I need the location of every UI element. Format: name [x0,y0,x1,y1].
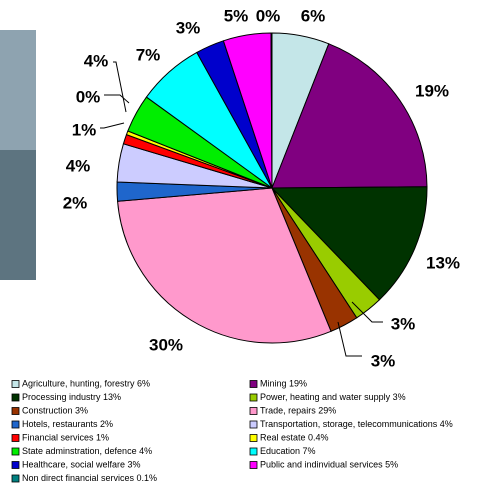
legend-label: State adminstration, defence 4% [22,446,152,456]
data-label: 6% [301,6,326,25]
legend-label: Mining 19% [260,378,307,388]
pie-slice [270,186,428,301]
legend-label: Construction 3% [22,405,88,415]
legend-swatch [249,447,258,456]
data-label: 1% [72,120,97,139]
legend-label: Real estate 0.4% [260,432,329,442]
legend-swatch [11,447,20,456]
legend-label: Processing industry 13% [22,392,121,402]
legend-swatch [11,393,20,402]
data-label: 4% [66,156,91,175]
legend-label: Healthcare, social welfare 3% [22,459,141,469]
legend-label: Power, heating and water supply 3% [260,392,406,402]
legend-label: Public and indinvidual services 5% [260,459,398,469]
background-photo [0,150,36,280]
legend-swatch [11,380,20,388]
legend-swatch [11,407,20,415]
data-label: 13% [426,253,460,272]
legend-swatch [249,434,258,442]
legend-swatch [11,420,20,429]
data-label: 3% [371,351,396,370]
pie-slice [270,32,273,189]
data-label: 2% [63,193,88,212]
pie-slice [117,187,332,344]
legend-swatch [11,434,20,442]
pie [116,32,428,344]
data-label: 30% [149,335,183,354]
data-label: 19% [415,81,449,100]
legend-label: Trade, repairs 29% [260,405,336,415]
legend-label: Hotels, restaurants 2% [22,419,113,429]
legend-swatch [249,380,258,388]
data-label: 3% [391,314,416,333]
data-label: 5% [224,6,249,25]
legend-label: Transportation, storage, telecommunicati… [260,419,453,429]
legend-swatch [11,461,20,469]
legend-swatch [249,461,258,469]
legend-label: Non direct financial services 0.1% [22,473,157,483]
pie-slice [271,43,428,189]
legend: Agriculture, hunting, forestry 6% Mining … [11,378,453,483]
legend-label: Education 7% [260,446,316,456]
data-label: 0% [256,6,281,25]
legend-label: Financial services 1% [22,432,109,442]
legend-swatch [249,420,258,429]
data-label: 7% [136,45,161,64]
leader-lines [100,61,383,357]
legend-swatch [11,474,20,483]
data-label: 4% [84,51,109,70]
data-label: 0% [76,87,101,106]
legend-swatch [249,393,258,402]
data-label: 3% [176,18,201,37]
legend-label: Agriculture, hunting, forestry 6% [22,378,150,388]
legend-swatch [249,407,258,415]
